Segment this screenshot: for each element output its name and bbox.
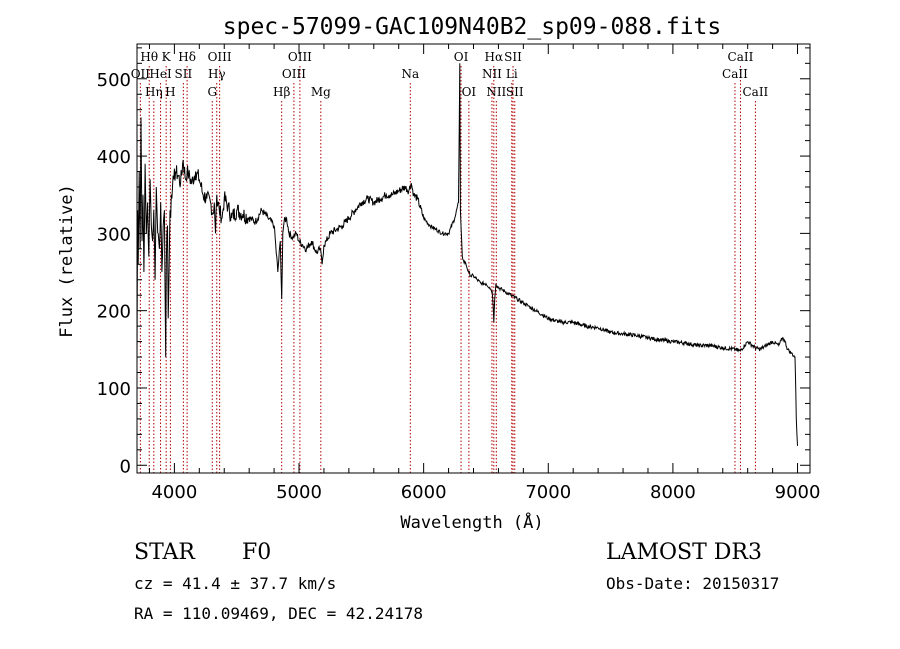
y-tick-label: 300 <box>97 224 131 245</box>
marker-label: G <box>207 85 217 99</box>
survey-name: LAMOST DR3 <box>606 540 762 565</box>
marker-label: H <box>165 85 175 99</box>
marker-label: Mg <box>311 85 331 99</box>
marker-label: CaII <box>742 85 768 99</box>
x-tick-label: 6000 <box>401 482 447 503</box>
redshift-velocity: cz = 41.4 ± 37.7 km/s <box>134 574 337 593</box>
marker-label: NII <box>482 67 502 81</box>
marker-label: CaII <box>722 67 748 81</box>
marker-label: OII <box>131 67 151 81</box>
x-tick-label: 8000 <box>650 482 696 503</box>
marker-label: Hη <box>145 85 163 99</box>
spectrum-line <box>136 63 798 446</box>
sky-coordinates: RA = 110.09469, DEC = 42.24178 <box>134 604 423 623</box>
y-tick-label: 200 <box>97 302 131 323</box>
marker-label: NII <box>486 85 506 99</box>
marker-label: OI <box>462 85 477 99</box>
marker-label: Hβ <box>273 85 290 99</box>
marker-label: OIII <box>288 50 312 64</box>
y-tick-label: 100 <box>97 379 131 400</box>
marker-label: OIII <box>208 50 232 64</box>
chart-title: spec-57099-GAC109N40B2_sp09-088.fits <box>223 14 722 40</box>
marker-label: Li <box>506 67 518 81</box>
marker-label: SII <box>506 85 524 99</box>
x-tick-label: 9000 <box>775 482 821 503</box>
observation-date: Obs-Date: 20150317 <box>606 574 780 593</box>
y-axis-ticks: 0 100 200 300 400 500 <box>97 47 810 477</box>
x-axis-ticks: 4000 5000 6000 7000 8000 9000 <box>148 44 821 503</box>
marker-label: Hγ <box>208 67 226 81</box>
marker-label: Hδ <box>178 50 196 64</box>
marker-label: OIII <box>282 67 306 81</box>
marker-label: SII <box>504 50 522 64</box>
emission-line-markers <box>139 66 756 473</box>
marker-label: Na <box>401 67 419 81</box>
x-tick-label: 5000 <box>276 482 322 503</box>
marker-label: OI <box>454 50 469 64</box>
y-tick-label: 400 <box>97 147 131 168</box>
marker-label: Hα <box>485 50 504 64</box>
y-tick-label: 500 <box>97 70 131 91</box>
y-tick-label: 0 <box>120 456 131 477</box>
marker-label: K <box>162 50 172 64</box>
plot-frame <box>136 43 811 474</box>
marker-label: Hθ <box>140 50 158 64</box>
x-tick-label: 4000 <box>151 482 197 503</box>
marker-label: HeI <box>149 67 172 81</box>
y-axis-label: Flux (relative) <box>57 184 77 338</box>
x-axis-label: Wavelength (Å) <box>400 511 543 533</box>
x-tick-label: 7000 <box>525 482 571 503</box>
object-subclass: F0 <box>242 540 272 565</box>
object-class: STAR <box>134 540 195 565</box>
marker-label: CaII <box>728 50 754 64</box>
marker-label: SII <box>175 67 193 81</box>
